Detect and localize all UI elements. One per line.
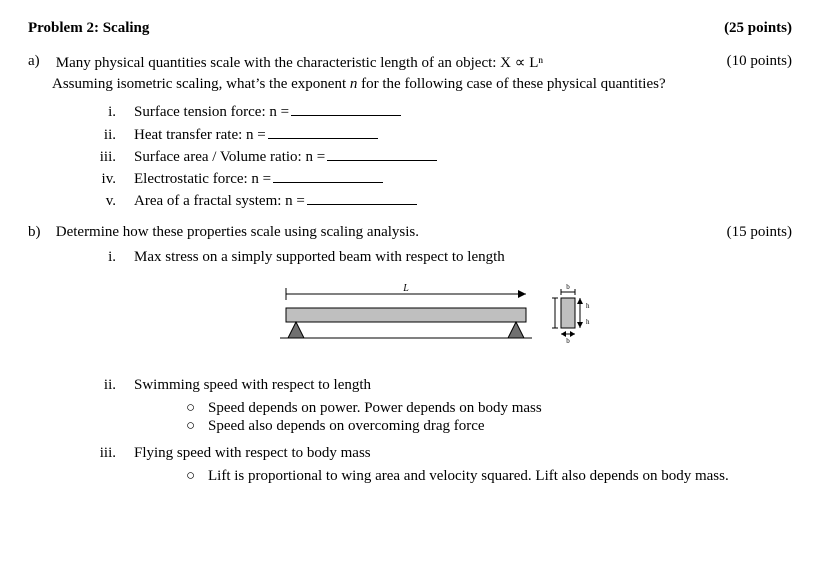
support-right-icon: [508, 322, 524, 338]
list-item: i. Surface tension force: n =: [80, 101, 792, 121]
bullet-item: ○ Lift is proportional to wing area and …: [186, 468, 792, 485]
part-a-line1: a) Many physical quantities scale with t…: [28, 53, 543, 72]
item-text: Flying speed with respect to body mass: [134, 445, 371, 462]
item-text: Surface tension force: n =: [134, 104, 289, 121]
bullet-icon: ○: [186, 468, 208, 485]
item-text: Area of a fractal system: n =: [134, 193, 305, 210]
blank-line: [291, 101, 401, 116]
bullet-text: Lift is proportional to wing area and ve…: [208, 468, 729, 485]
bullet-text: Speed also depends on overcoming drag fo…: [208, 418, 485, 435]
diagram-L-label: L: [402, 283, 409, 294]
item-text: Heat transfer rate: n =: [134, 127, 266, 144]
bullet-list: ○ Lift is proportional to wing area and …: [186, 468, 792, 485]
support-left-icon: [288, 322, 304, 338]
part-b-label: b): [28, 224, 52, 241]
bullet-icon: ○: [186, 418, 208, 435]
bullet-icon: ○: [186, 400, 208, 417]
beam-diagram: L b h h: [80, 280, 792, 355]
part-b-text: Determine how these properties scale usi…: [56, 224, 419, 240]
roman-numeral: iii.: [80, 149, 134, 166]
svg-text:h: h: [586, 302, 590, 310]
svg-text:b: b: [566, 283, 570, 291]
bullet-text: Speed depends on power. Power depends on…: [208, 400, 542, 417]
problem-points: (25 points): [724, 20, 792, 37]
svg-text:b: b: [566, 337, 570, 345]
roman-numeral: iii.: [80, 445, 134, 462]
part-a-line2-post: for the following case of these physical…: [357, 76, 665, 92]
part-a-points: (10 points): [727, 53, 792, 72]
blank-line: [273, 168, 383, 183]
part-b-points: (15 points): [727, 224, 792, 241]
list-item: ii. Heat transfer rate: n =: [80, 123, 792, 143]
beam-rect: [286, 308, 526, 322]
bullet-list: ○ Speed depends on power. Power depends …: [186, 400, 792, 435]
item-text: Swimming speed with respect to length: [134, 377, 371, 394]
list-item: iii. Surface area / Volume ratio: n =: [80, 146, 792, 166]
item-text: Electrostatic force: n =: [134, 171, 271, 188]
item-text: Surface area / Volume ratio: n =: [134, 149, 325, 166]
section-rect: [561, 298, 575, 328]
list-item: v. Area of a fractal system: n =: [80, 190, 792, 210]
part-a-items: i. Surface tension force: n = ii. Heat t…: [80, 101, 792, 210]
roman-numeral: i.: [80, 104, 134, 121]
roman-numeral: ii.: [80, 127, 134, 144]
part-b-items: i. Max stress on a simply supported beam…: [80, 249, 792, 485]
bullet-item: ○ Speed depends on power. Power depends …: [186, 400, 792, 417]
roman-numeral: iv.: [80, 171, 134, 188]
item-text: Max stress on a simply supported beam wi…: [134, 249, 505, 266]
svg-text:h: h: [586, 318, 590, 326]
roman-numeral: i.: [80, 249, 134, 266]
list-item: ii. Swimming speed with respect to lengt…: [80, 377, 792, 394]
problem-title: Problem 2: Scaling: [28, 20, 149, 37]
bullet-item: ○ Speed also depends on overcoming drag …: [186, 418, 792, 435]
part-a-text1: Many physical quantities scale with the …: [56, 55, 543, 71]
part-a-line2: Assuming isometric scaling, what’s the e…: [52, 76, 792, 93]
list-item: i. Max stress on a simply supported beam…: [80, 249, 792, 266]
part-a-line2-pre: Assuming isometric scaling, what’s the e…: [52, 76, 350, 92]
roman-numeral: ii.: [80, 377, 134, 394]
part-b-line: b) Determine how these properties scale …: [28, 224, 419, 241]
blank-line: [327, 146, 437, 161]
list-item: iii. Flying speed with respect to body m…: [80, 445, 792, 462]
blank-line: [307, 190, 417, 205]
roman-numeral: v.: [80, 193, 134, 210]
list-item: iv. Electrostatic force: n =: [80, 168, 792, 188]
blank-line: [268, 123, 378, 138]
part-a-label: a): [28, 53, 52, 70]
